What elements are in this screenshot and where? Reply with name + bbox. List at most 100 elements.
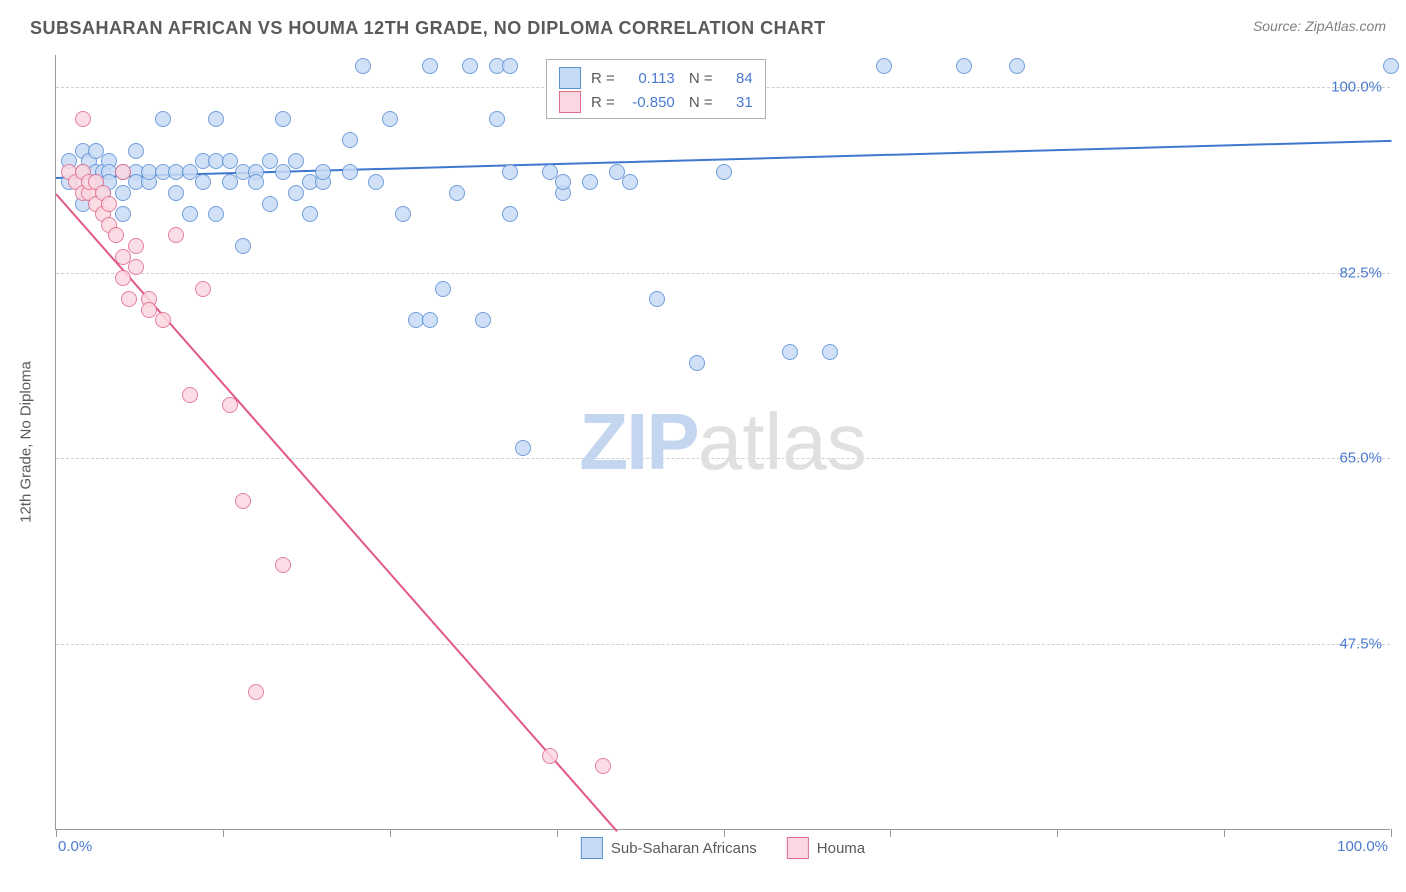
data-point-series-1	[275, 557, 291, 573]
data-point-series-0	[315, 164, 331, 180]
y-tick-label: 100.0%	[1331, 78, 1382, 95]
data-point-series-0	[235, 238, 251, 254]
data-point-series-0	[288, 153, 304, 169]
y-tick-label: 65.0%	[1339, 450, 1382, 467]
data-point-series-1	[128, 259, 144, 275]
data-point-series-1	[101, 196, 117, 212]
data-point-series-1	[115, 270, 131, 286]
data-point-series-0	[262, 196, 278, 212]
data-point-series-0	[275, 111, 291, 127]
data-point-series-0	[502, 206, 518, 222]
stats-row-series-0: R = 0.113 N = 84	[559, 66, 753, 90]
data-point-series-0	[288, 185, 304, 201]
stat-n-label: N =	[685, 70, 713, 87]
x-axis-max-label: 100.0%	[1337, 838, 1388, 855]
data-point-series-1	[542, 748, 558, 764]
stat-r-label: R =	[591, 94, 615, 111]
x-tick	[1391, 829, 1392, 837]
data-point-series-0	[342, 164, 358, 180]
data-point-series-0	[555, 174, 571, 190]
plot-area: 12th Grade, No Diploma 47.5%65.0%82.5%10…	[55, 55, 1390, 830]
stats-row-series-1: R = -0.850 N = 31	[559, 90, 753, 114]
data-point-series-0	[302, 206, 318, 222]
data-point-series-0	[342, 132, 358, 148]
data-point-series-1	[235, 493, 251, 509]
data-point-series-0	[502, 164, 518, 180]
gridline	[56, 458, 1390, 459]
data-point-series-0	[515, 440, 531, 456]
x-tick	[390, 829, 391, 837]
stat-n-value-0: 84	[723, 70, 753, 87]
x-axis-min-label: 0.0%	[58, 838, 92, 855]
y-tick-label: 82.5%	[1339, 264, 1382, 281]
stats-legend: R = 0.113 N = 84 R = -0.850 N = 31	[546, 59, 766, 119]
data-point-series-1	[155, 312, 171, 328]
data-point-series-0	[155, 111, 171, 127]
x-tick	[724, 829, 725, 837]
data-point-series-0	[195, 174, 211, 190]
data-point-series-0	[182, 206, 198, 222]
x-tick	[1057, 829, 1058, 837]
data-point-series-0	[689, 355, 705, 371]
data-point-series-1	[115, 164, 131, 180]
data-point-series-0	[395, 206, 411, 222]
stat-n-value-1: 31	[723, 94, 753, 111]
gridline	[56, 644, 1390, 645]
data-point-series-1	[108, 227, 124, 243]
data-point-series-0	[168, 185, 184, 201]
legend-label-0: Sub-Saharan Africans	[611, 840, 757, 857]
data-point-series-0	[355, 58, 371, 74]
data-point-series-0	[208, 206, 224, 222]
data-point-series-0	[115, 206, 131, 222]
data-point-series-0	[649, 291, 665, 307]
data-point-series-0	[582, 174, 598, 190]
gridline	[56, 273, 1390, 274]
data-point-series-0	[275, 164, 291, 180]
data-point-series-0	[475, 312, 491, 328]
chart-title: SUBSAHARAN AFRICAN VS HOUMA 12TH GRADE, …	[30, 18, 826, 39]
legend-swatch-0	[581, 837, 603, 859]
x-tick	[56, 829, 57, 837]
x-tick	[557, 829, 558, 837]
x-tick	[890, 829, 891, 837]
data-point-series-0	[622, 174, 638, 190]
watermark-part1: ZIP	[579, 397, 697, 486]
watermark: ZIPatlas	[579, 396, 866, 488]
legend-item-0: Sub-Saharan Africans	[581, 837, 757, 859]
data-point-series-0	[382, 111, 398, 127]
data-point-series-0	[462, 58, 478, 74]
data-point-series-0	[1383, 58, 1399, 74]
y-axis-title: 12th Grade, No Diploma	[18, 361, 35, 523]
data-point-series-0	[222, 174, 238, 190]
data-point-series-1	[128, 238, 144, 254]
data-point-series-0	[248, 174, 264, 190]
watermark-part2: atlas	[698, 397, 867, 486]
data-point-series-0	[422, 312, 438, 328]
series-legend: Sub-Saharan Africans Houma	[581, 837, 865, 859]
y-tick-label: 47.5%	[1339, 636, 1382, 653]
data-point-series-0	[435, 281, 451, 297]
data-point-series-1	[75, 111, 91, 127]
legend-item-1: Houma	[787, 837, 865, 859]
data-point-series-0	[449, 185, 465, 201]
data-point-series-1	[595, 758, 611, 774]
data-point-series-0	[489, 111, 505, 127]
data-point-series-0	[956, 58, 972, 74]
data-point-series-0	[1009, 58, 1025, 74]
stat-r-label: R =	[591, 70, 615, 87]
data-point-series-1	[121, 291, 137, 307]
source-attribution: Source: ZipAtlas.com	[1253, 18, 1386, 34]
data-point-series-0	[368, 174, 384, 190]
data-point-series-0	[422, 58, 438, 74]
data-point-series-1	[248, 684, 264, 700]
x-tick	[223, 829, 224, 837]
legend-label-1: Houma	[817, 840, 865, 857]
data-point-series-0	[822, 344, 838, 360]
data-point-series-0	[716, 164, 732, 180]
swatch-series-0	[559, 67, 581, 89]
data-point-series-1	[222, 397, 238, 413]
data-point-series-1	[182, 387, 198, 403]
stat-n-label: N =	[685, 94, 713, 111]
legend-swatch-1	[787, 837, 809, 859]
data-point-series-0	[128, 143, 144, 159]
